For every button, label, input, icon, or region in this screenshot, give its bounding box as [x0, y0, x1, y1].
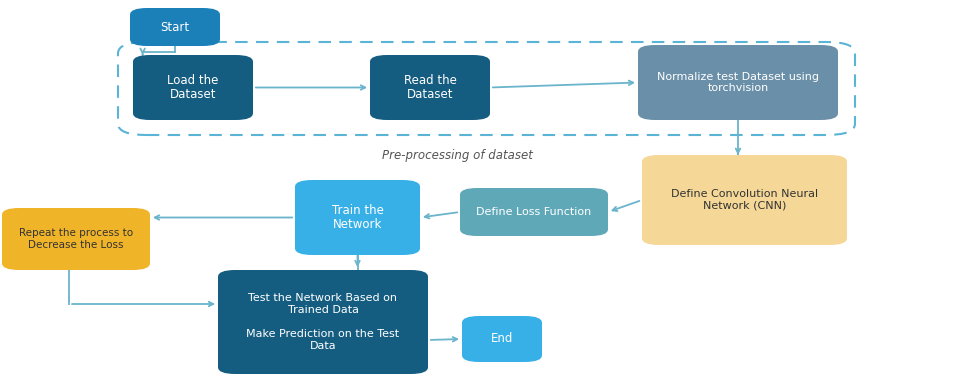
Text: Define Convolution Neural
Network (CNN): Define Convolution Neural Network (CNN): [671, 189, 818, 211]
Text: Read the
Dataset: Read the Dataset: [403, 73, 456, 102]
Text: Start: Start: [160, 21, 189, 33]
FancyBboxPatch shape: [370, 55, 490, 120]
Text: Train the
Network: Train the Network: [331, 203, 383, 232]
Text: Test the Network Based on
Trained Data: Test the Network Based on Trained Data: [249, 293, 397, 315]
FancyBboxPatch shape: [642, 155, 847, 245]
FancyBboxPatch shape: [218, 306, 428, 374]
FancyBboxPatch shape: [460, 188, 608, 236]
FancyBboxPatch shape: [295, 180, 420, 255]
Text: Repeat the process to
Decrease the Loss: Repeat the process to Decrease the Loss: [19, 228, 133, 250]
Text: Define Loss Function: Define Loss Function: [476, 207, 591, 217]
Text: Make Prediction on the Test
Data: Make Prediction on the Test Data: [247, 329, 399, 351]
Text: Load the
Dataset: Load the Dataset: [167, 73, 219, 102]
FancyBboxPatch shape: [130, 8, 220, 46]
FancyBboxPatch shape: [133, 55, 253, 120]
FancyBboxPatch shape: [218, 270, 428, 338]
FancyBboxPatch shape: [462, 316, 542, 362]
FancyBboxPatch shape: [638, 45, 838, 120]
Text: End: End: [491, 332, 514, 346]
Text: Normalize test Dataset using
torchvision: Normalize test Dataset using torchvision: [657, 72, 819, 93]
FancyBboxPatch shape: [2, 208, 150, 270]
Text: Pre-processing of dataset: Pre-processing of dataset: [382, 149, 533, 162]
